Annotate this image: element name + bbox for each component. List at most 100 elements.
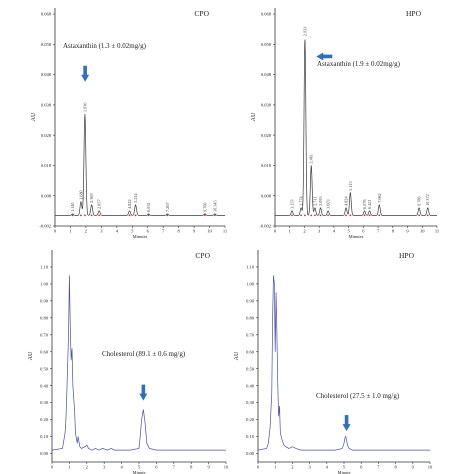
annotation-label: Astaxanthin (1.9 ± 0.02mg/g) xyxy=(317,60,401,68)
peak-marker xyxy=(345,214,347,217)
x-tick-label: 9 xyxy=(412,465,415,470)
chart-top-right: 0.068 0.058 0.048 0.038 0.028 0.018 0.008 -0.00… xyxy=(251,8,439,239)
peak-label: 1.936 xyxy=(82,103,87,112)
x-tick-label: 8 xyxy=(178,229,181,234)
x-tick-label: 6 xyxy=(362,229,365,234)
x-tick-label: 8 xyxy=(392,229,395,234)
y-tick-label: 0.068 xyxy=(261,12,272,17)
panel-title: HPO xyxy=(399,251,415,260)
x-tick-label: 1 xyxy=(274,465,276,470)
peak-marker xyxy=(213,214,216,217)
y-tick-label: 0.058 xyxy=(41,42,52,47)
y-tick-label: 0.70 xyxy=(246,332,255,337)
peak-marker xyxy=(368,214,371,217)
peak-label: 6.076 xyxy=(362,199,367,208)
y-tick-label: 0.90 xyxy=(246,298,255,303)
peak-marker xyxy=(147,214,150,217)
peak-marker xyxy=(84,214,86,217)
x-tick-label: 7 xyxy=(162,229,165,234)
x-axis-label: Minutes xyxy=(349,234,364,239)
peak-marker xyxy=(166,214,169,217)
panel-title: CPO xyxy=(195,251,210,260)
x-tick-label: 9 xyxy=(193,229,196,234)
peak-marker xyxy=(314,214,316,217)
x-tick-label: 2 xyxy=(85,229,87,234)
x-tick-label: 7 xyxy=(173,465,176,470)
peak-label: 5.115 xyxy=(348,181,353,190)
peak-marker xyxy=(291,214,293,217)
x-tick-label: 5 xyxy=(348,229,351,234)
peak-label: 4.822 xyxy=(127,199,132,208)
x-tick-label: 4 xyxy=(333,229,336,234)
y-tick-label: 0.008 xyxy=(41,193,52,198)
y-tick-label: 0.90 xyxy=(40,298,49,303)
y-tick-label: 0.008 xyxy=(261,193,272,198)
x-tick-label: 4 xyxy=(116,229,119,234)
y-tick-label: 1.10 xyxy=(246,265,255,270)
annotation-label: Cholesterol (27.5 ± 1.0 mg/g) xyxy=(316,392,400,400)
x-tick-label: 5 xyxy=(138,465,141,470)
x-tick-label: 7 xyxy=(377,465,380,470)
peak-marker xyxy=(71,214,74,217)
chart-bottom-right: 1.10 1.00 0.90 0.80 0.70 0.60 0.50 0.40 0.30 0.20… xyxy=(234,250,433,474)
series-line xyxy=(275,39,437,216)
y-tick-label: 0.80 xyxy=(40,315,49,320)
x-tick-label: 3 xyxy=(318,229,321,234)
y-tick-label: 0.068 xyxy=(41,12,52,17)
y-tick-label: 0.038 xyxy=(261,102,272,107)
chart-bottom-left: 1.10 1.00 0.90 0.80 0.70 0.60 0.50 0.40 0.30 0.20… xyxy=(28,250,229,474)
y-tick-label: 0.20 xyxy=(40,417,49,422)
peak-marker xyxy=(349,214,352,217)
y-tick-label: 0.40 xyxy=(246,383,255,388)
y-tick-label: 0.50 xyxy=(40,366,49,371)
x-tick-label: 10 xyxy=(420,229,425,234)
peak-marker xyxy=(363,214,366,217)
peak-label: 2.033 xyxy=(302,27,307,36)
y-axis-label: AU xyxy=(31,112,37,121)
x-tick-label: 0 xyxy=(51,465,54,470)
peak-marker xyxy=(304,214,306,217)
x-tick-label: 2 xyxy=(86,465,88,470)
y-tick-label: 0.80 xyxy=(246,315,255,320)
x-tick-label: 10 xyxy=(207,229,212,234)
panel-title: HPO xyxy=(406,9,422,18)
x-tick-label: 8 xyxy=(190,465,193,470)
peak-marker xyxy=(300,214,303,217)
peak-label: 6.052 xyxy=(146,202,151,211)
peak-marker xyxy=(98,214,101,217)
peak-label: 10.372 xyxy=(425,194,430,206)
x-tick-label: 7 xyxy=(377,229,380,234)
peak-marker xyxy=(128,214,131,217)
x-tick-label: 1 xyxy=(289,229,291,234)
peak-label: 4.824 xyxy=(344,196,349,206)
y-tick-label: 1.00 xyxy=(40,282,49,287)
y-tick-label: 0.70 xyxy=(40,332,49,337)
y-tick-label: 0.00 xyxy=(246,451,255,456)
y-tick-label: 0.018 xyxy=(41,163,52,168)
y-tick-label: 0.058 xyxy=(261,42,272,47)
y-axis-label: AU xyxy=(234,351,240,360)
peak-marker xyxy=(319,214,322,217)
x-tick-label: 6 xyxy=(360,465,363,470)
y-tick-label: 0.30 xyxy=(40,400,49,405)
peak-label: 7.267 xyxy=(165,202,170,211)
x-tick-label: 8 xyxy=(394,465,397,470)
peak-label: 1.680 xyxy=(78,190,83,199)
x-tick-label: 10 xyxy=(428,465,433,470)
peak-label: 3.603 xyxy=(326,199,331,208)
x-tick-label: 2 xyxy=(303,229,305,234)
arrow-icon xyxy=(81,65,90,82)
y-tick-label: 0.50 xyxy=(246,366,255,371)
x-tick-label: 9 xyxy=(207,465,210,470)
y-tick-label: 0.20 xyxy=(246,417,255,422)
peak-label: 7.082 xyxy=(377,193,382,202)
peak-marker xyxy=(134,214,137,217)
peak-label: 5.214 xyxy=(133,192,138,202)
y-tick-label: 1.10 xyxy=(40,265,49,270)
arrow-icon xyxy=(342,415,351,432)
y-tick-label: 0.60 xyxy=(246,349,255,354)
peak-label: 9.786 xyxy=(417,196,422,205)
peak-label: 2.711 xyxy=(312,197,317,206)
y-tick-label: 0.10 xyxy=(246,434,255,439)
x-tick-label: 4 xyxy=(120,465,123,470)
